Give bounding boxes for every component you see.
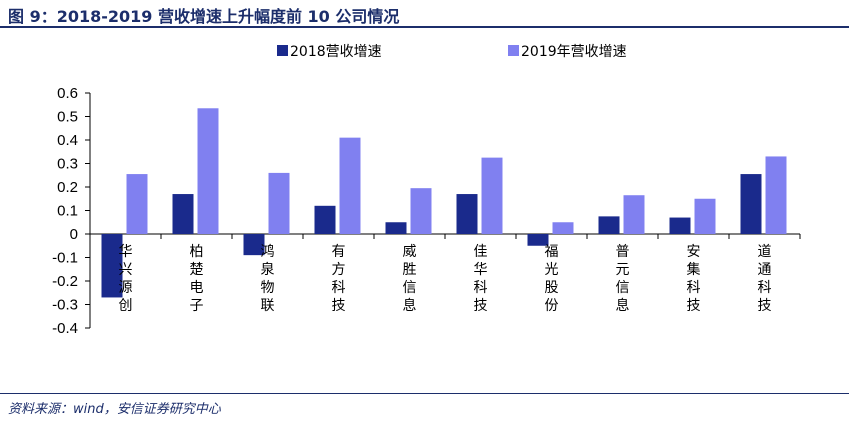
legend-swatch-2018 bbox=[277, 45, 288, 56]
y-tick-label: 0 bbox=[70, 226, 78, 243]
bar-2019 bbox=[268, 172, 290, 234]
bar-2018 bbox=[740, 174, 762, 234]
chart-axes: -0.4 -0.3 -0.2 -0.1 0 0.1 0.2 0.3 0.4 0.5 0.6 bbox=[52, 85, 801, 337]
bar-2018 bbox=[314, 205, 336, 234]
y-tick-label: 0.1 bbox=[57, 203, 78, 220]
category-label: 柏楚电子 bbox=[190, 244, 204, 314]
bar-2019 bbox=[339, 137, 361, 234]
y-tick-label: -0.4 bbox=[52, 320, 78, 337]
y-tick-label: -0.2 bbox=[52, 273, 78, 290]
y-tick-label: -0.1 bbox=[52, 250, 78, 267]
y-tick-label: 0.3 bbox=[57, 156, 78, 173]
category-label: 有方科技 bbox=[332, 244, 346, 314]
category-label: 佳华科技 bbox=[474, 244, 488, 314]
y-tick-label: -0.3 bbox=[52, 297, 78, 314]
category-label: 鸿泉物联 bbox=[261, 243, 275, 314]
category-label: 威胜信息 bbox=[403, 244, 417, 314]
chart-bars bbox=[101, 108, 787, 298]
bar-2018 bbox=[669, 217, 691, 234]
category-label: 安集科技 bbox=[687, 244, 701, 314]
legend-swatch-2019 bbox=[508, 45, 519, 56]
bar-2019 bbox=[552, 222, 574, 234]
bar-2018 bbox=[243, 234, 265, 256]
figure-title: 图 9：2018-2019 营收增速上升幅度前 10 公司情况 bbox=[8, 7, 400, 26]
y-tick-label: 0.4 bbox=[57, 132, 78, 149]
title-bar: 图 9：2018-2019 营收增速上升幅度前 10 公司情况 bbox=[0, 0, 849, 28]
category-label: 华兴源创 bbox=[119, 244, 133, 314]
source-note: 资料来源：wind，安信证券研究中心 bbox=[8, 402, 221, 417]
category-label: 福光股份 bbox=[545, 244, 559, 314]
y-tick-label: 0.2 bbox=[57, 179, 78, 196]
bar-2018 bbox=[527, 234, 549, 246]
bar-2019 bbox=[481, 157, 503, 234]
source-divider bbox=[0, 393, 849, 394]
bar-2018 bbox=[598, 216, 620, 234]
bar-chart: 2018营收增速 2019年营收增速 -0.4 -0.3 -0.2 -0.1 0 0.1 0.… bbox=[52, 44, 801, 337]
bar-2019 bbox=[126, 174, 148, 234]
category-label: 道通科技 bbox=[758, 244, 772, 314]
bar-2019 bbox=[410, 188, 432, 234]
bar-2018 bbox=[456, 194, 478, 234]
y-tick-label: 0.5 bbox=[57, 109, 78, 126]
y-tick-label: 0.6 bbox=[57, 85, 78, 102]
bar-2018 bbox=[172, 194, 194, 234]
category-labels: 华兴源创 柏楚电子 鸿泉物联 有方科技 威胜信息 佳华科技 福光股份 普元信息 安集科技 道通科技 bbox=[119, 243, 772, 314]
legend-label-2018: 2018营收增速 bbox=[290, 44, 382, 60]
bar-2018 bbox=[101, 234, 123, 298]
bar-2019 bbox=[765, 156, 787, 234]
bar-2019 bbox=[694, 198, 716, 234]
legend-label-2019: 2019年营收增速 bbox=[521, 44, 627, 60]
bar-2019 bbox=[623, 195, 645, 234]
bar-2018 bbox=[385, 222, 407, 234]
chart-legend: 2018营收增速 2019年营收增速 bbox=[277, 44, 627, 60]
category-label: 普元信息 bbox=[616, 244, 630, 314]
bar-2019 bbox=[197, 108, 219, 234]
